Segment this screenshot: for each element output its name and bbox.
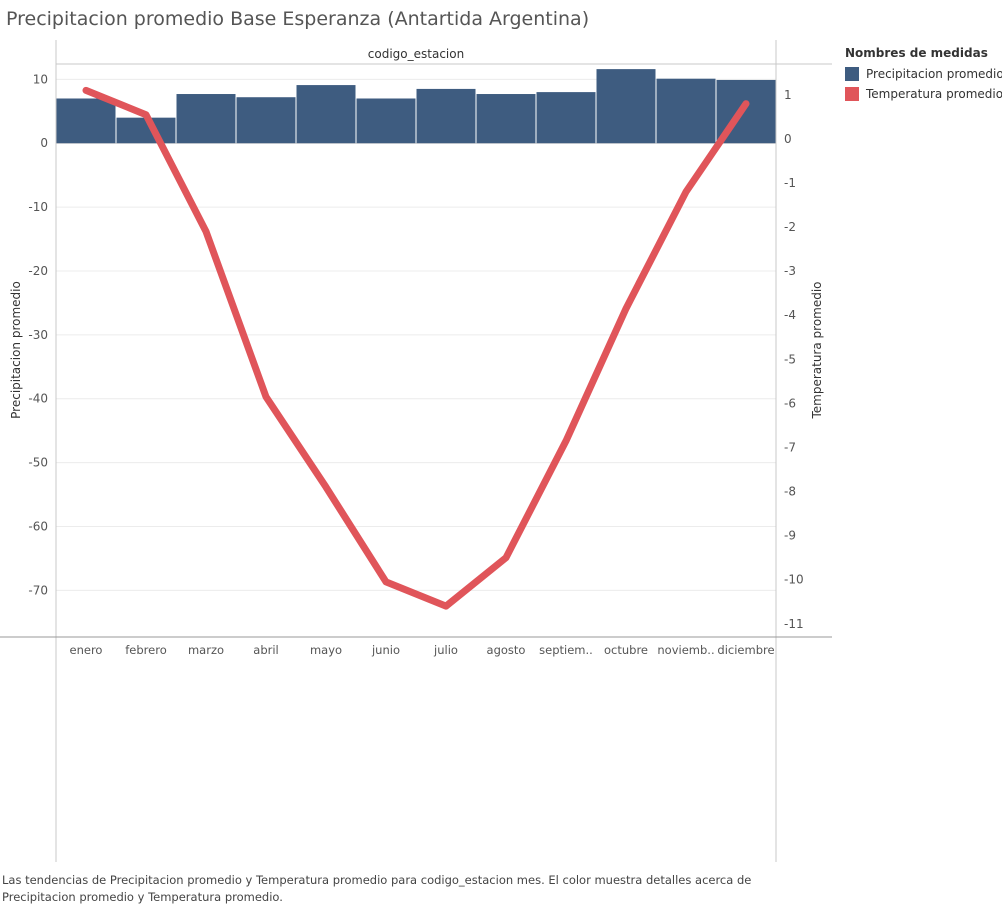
left-tick-label: 0 (40, 136, 48, 150)
x-tick-label: agosto (487, 643, 526, 657)
temperature-line (82, 86, 750, 610)
caption: Las tendencias de Precipitacion promedio… (2, 873, 752, 904)
legend-item-temperatura[interactable]: Temperatura promedio (845, 84, 1002, 104)
left-tick-label: -20 (28, 264, 48, 278)
left-tick-label: -40 (28, 392, 48, 406)
right-tick-label: -7 (784, 440, 796, 454)
y-axis-title-right: Temperatura promedio (810, 281, 824, 419)
legend-swatch-temperatura (845, 87, 859, 101)
chart-title: Precipitacion promedio Base Esperanza (A… (6, 8, 590, 30)
legend-swatch-precipitacion (845, 67, 859, 81)
right-tick-label: -5 (784, 352, 796, 366)
bar-marzo (176, 94, 236, 144)
x-tick-label: septiem.. (539, 643, 593, 657)
right-tick-label: -10 (784, 573, 804, 587)
bar-agosto (476, 94, 536, 144)
right-tick-label: -1 (784, 176, 796, 190)
x-tick-label: mayo (310, 643, 342, 657)
x-tick-label: octubre (604, 643, 648, 657)
x-tick-label: abril (253, 643, 278, 657)
legend-title: Nombres de medidas (845, 46, 988, 60)
bar-septiem.. (536, 92, 596, 144)
right-tick-label: -9 (784, 529, 796, 543)
right-tick-label: -2 (784, 220, 796, 234)
legend-item-precipitacion[interactable]: Precipitacion promedio (845, 64, 1002, 84)
x-tick-label: diciembre (717, 643, 774, 657)
legend: Nombres de medidas Precipitacion promedi… (845, 46, 1002, 104)
x-tick-label: enero (70, 643, 103, 657)
bar-enero (56, 98, 116, 144)
right-tick-label: -4 (784, 308, 796, 322)
bar-julio (416, 88, 476, 144)
left-tick-label: -60 (28, 519, 48, 533)
legend-label-temperatura: Temperatura promedio (866, 87, 1002, 101)
bar-mayo (296, 85, 356, 144)
bar-octubre (596, 69, 656, 144)
x-tick-label: febrero (125, 643, 167, 657)
bar-abril (236, 97, 296, 144)
left-tick-label: -50 (28, 456, 48, 470)
x-tick-label: noviemb.. (657, 643, 714, 657)
right-tick-label: -6 (784, 396, 796, 410)
x-tick-label: junio (371, 643, 400, 657)
left-tick-label: 10 (33, 72, 48, 86)
right-tick-label: 1 (784, 88, 792, 102)
legend-label-precipitacion: Precipitacion promedio (866, 67, 1002, 81)
x-tick-label: julio (433, 643, 458, 657)
right-tick-label: -11 (784, 617, 804, 631)
left-tick-label: -70 (28, 583, 48, 597)
right-tick-label: -8 (784, 485, 796, 499)
column-header: codigo_estacion (368, 47, 464, 61)
right-tick-label: -3 (784, 264, 796, 278)
left-tick-label: -10 (28, 200, 48, 214)
left-tick-label: -30 (28, 328, 48, 342)
right-tick-label: 0 (784, 132, 792, 146)
y-axis-title-left: Precipitacion promedio (9, 281, 23, 419)
bar-noviemb.. (656, 78, 716, 144)
bar-junio (356, 98, 416, 144)
x-tick-label: marzo (188, 643, 224, 657)
